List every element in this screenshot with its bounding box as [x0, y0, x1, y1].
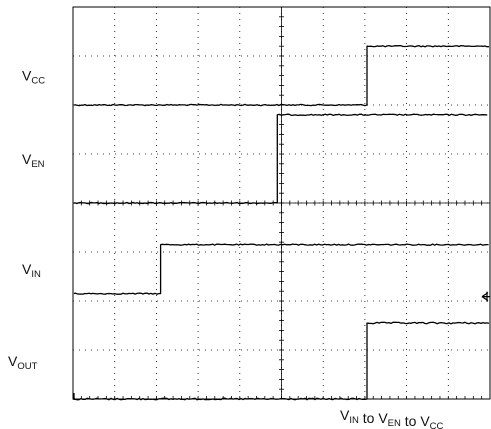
- x-caption: VIN to VEN to VCC: [340, 407, 444, 429]
- trace-in: [73, 243, 489, 295]
- arrow-left-icon: [481, 292, 490, 302]
- trace-en: [73, 113, 488, 205]
- ground-marker: [481, 291, 490, 302]
- channel-label-out: VOUT: [8, 353, 38, 372]
- channel-label-en: VEN: [22, 151, 45, 170]
- trace-out: [73, 321, 490, 401]
- channel-label-in: VIN: [22, 261, 41, 280]
- traces: [73, 44, 490, 401]
- channel-labels: VCC VEN VIN VOUT: [8, 68, 45, 372]
- channel-label-cc: VCC: [22, 68, 45, 87]
- trace-cc: [73, 44, 489, 107]
